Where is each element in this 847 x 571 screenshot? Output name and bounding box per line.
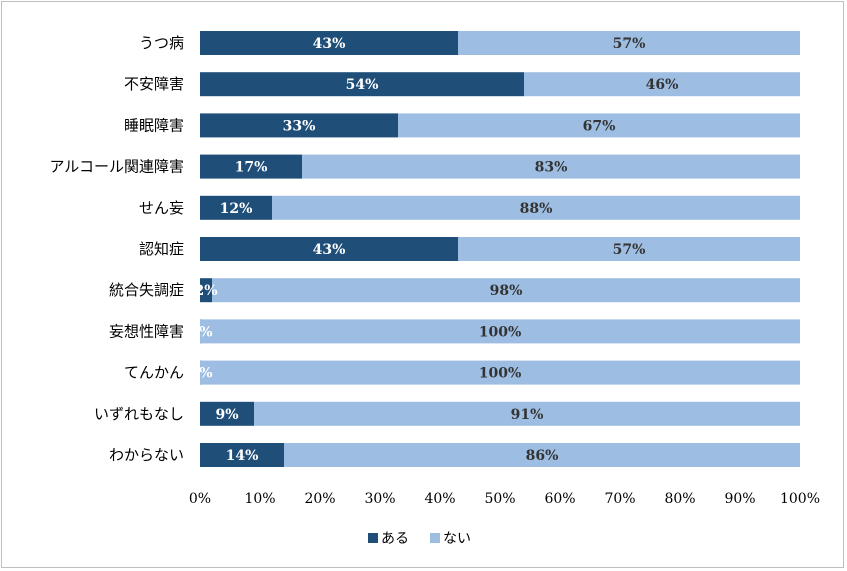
legend-label: ある bbox=[381, 531, 409, 547]
data-label: 98% bbox=[490, 283, 523, 299]
data-label: 17% bbox=[235, 160, 268, 176]
x-tick-label: 0% bbox=[189, 491, 211, 507]
data-label: 14% bbox=[226, 448, 259, 464]
data-label: 43% bbox=[313, 36, 346, 52]
data-label: 54% bbox=[346, 77, 379, 93]
category-label: 統合失調症 bbox=[109, 281, 184, 299]
data-label: 88% bbox=[520, 201, 553, 217]
bar-segment-nai bbox=[458, 237, 800, 261]
bar-segment-nai bbox=[458, 31, 800, 55]
data-label: 33% bbox=[283, 118, 316, 134]
bar-segment-nai bbox=[254, 401, 800, 426]
bar-segment-nai bbox=[200, 319, 800, 344]
legend-swatch-nai bbox=[430, 533, 440, 543]
data-label: 12% bbox=[220, 201, 253, 217]
bar-segment-nai bbox=[200, 360, 800, 385]
data-label: 91% bbox=[511, 407, 544, 423]
category-label: てんかん bbox=[124, 364, 184, 382]
data-label: 0% bbox=[189, 324, 212, 340]
bar-segment-aru bbox=[200, 154, 302, 179]
x-tick-label: 50% bbox=[484, 491, 515, 507]
data-label: 43% bbox=[313, 242, 346, 258]
category-label: アルコール関連障害 bbox=[49, 158, 184, 176]
x-tick-label: 10% bbox=[244, 491, 275, 507]
data-label: 100% bbox=[479, 366, 522, 382]
x-tick-label: 70% bbox=[604, 491, 635, 507]
data-label: 86% bbox=[526, 448, 559, 464]
bar-segment-aru bbox=[200, 237, 458, 261]
data-label: 9% bbox=[215, 407, 238, 423]
x-tick-label: 20% bbox=[304, 491, 335, 507]
data-label: 57% bbox=[613, 36, 646, 52]
bar-segment-aru bbox=[200, 113, 398, 138]
x-tick-label: 100% bbox=[780, 491, 820, 507]
x-tick-label: 80% bbox=[664, 491, 695, 507]
bar-segment-nai bbox=[302, 154, 800, 179]
data-label: 67% bbox=[583, 118, 616, 134]
category-label: うつ病 bbox=[139, 34, 184, 52]
data-label: 0% bbox=[189, 366, 212, 382]
bar-segment-aru bbox=[200, 401, 254, 426]
x-tick-label: 40% bbox=[424, 491, 455, 507]
bar-segment-nai bbox=[272, 195, 800, 220]
category-label: 妄想性障害 bbox=[109, 322, 184, 340]
bar-segment-nai bbox=[524, 72, 800, 97]
bar-segment-aru bbox=[200, 31, 458, 55]
bar-segment-aru bbox=[200, 443, 284, 467]
category-label: 認知症 bbox=[139, 240, 184, 258]
category-label: いずれもなし bbox=[94, 405, 184, 423]
bar-segment-aru bbox=[200, 72, 524, 97]
legend-label: ない bbox=[443, 531, 471, 547]
bar-segment-nai bbox=[284, 443, 800, 467]
data-label: 83% bbox=[535, 160, 568, 176]
bar-segment-aru bbox=[200, 195, 272, 220]
data-label: 2% bbox=[194, 283, 217, 299]
category-label: 不安障害 bbox=[124, 75, 184, 93]
legend-swatch-aru bbox=[368, 533, 378, 543]
x-tick-label: 60% bbox=[544, 491, 575, 507]
data-label: 46% bbox=[646, 77, 679, 93]
category-label: せん妄 bbox=[139, 199, 184, 217]
category-label: 睡眠障害 bbox=[124, 116, 184, 134]
data-label: 57% bbox=[613, 242, 646, 258]
bar-segment-aru bbox=[200, 278, 212, 303]
category-label: わからない bbox=[109, 446, 184, 464]
x-tick-label: 90% bbox=[724, 491, 755, 507]
bar-segment-nai bbox=[398, 113, 800, 138]
bar-segment-nai bbox=[212, 278, 800, 303]
data-label: 100% bbox=[479, 324, 522, 340]
x-tick-label: 30% bbox=[364, 491, 395, 507]
